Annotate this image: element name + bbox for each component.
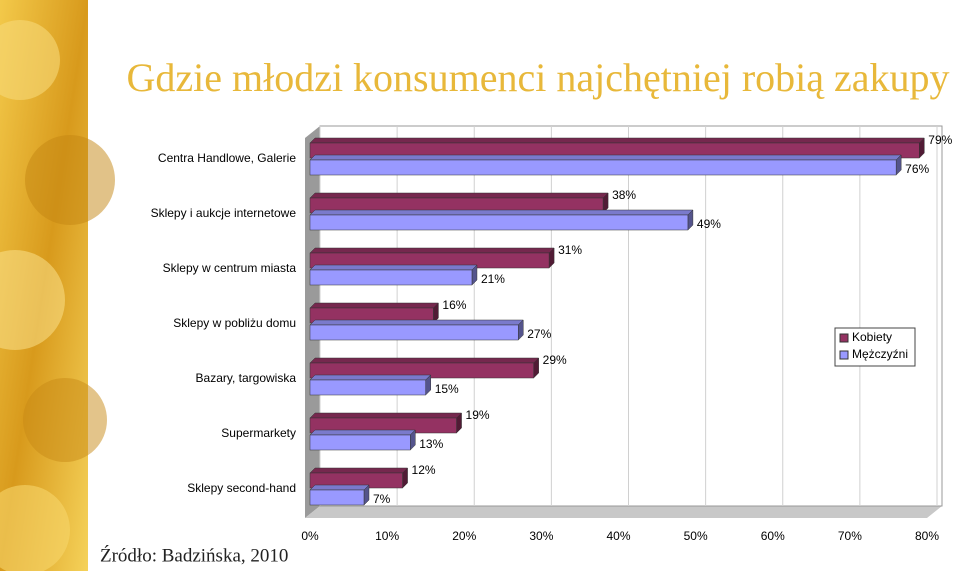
bar-top [309, 264, 478, 271]
decoration [0, 0, 115, 571]
x-tick-label: 80% [915, 529, 939, 543]
value-label: 76% [905, 162, 929, 176]
legend-swatch [839, 333, 849, 343]
source: Źródło: Badzińska, 2010 [100, 544, 288, 566]
value-label: 19% [466, 408, 490, 422]
value-label: 13% [419, 437, 443, 451]
bar-top [309, 247, 555, 254]
bar-top [309, 429, 416, 436]
category-label: Sklepy w pobliżu domu [173, 316, 296, 330]
bar [309, 269, 473, 286]
value-label: 7% [373, 492, 391, 506]
bar-top [309, 209, 694, 216]
x-tick-label: 50% [684, 529, 708, 543]
bar-top [309, 192, 609, 199]
legend-label: Mężczyźni [852, 347, 908, 361]
value-label: 31% [558, 243, 582, 257]
bar [309, 434, 411, 451]
bar-top [309, 412, 463, 419]
x-tick-label: 20% [452, 529, 476, 543]
value-label: 27% [527, 327, 551, 341]
bar-top [309, 319, 524, 326]
bar [309, 379, 426, 396]
legend-swatch [839, 350, 849, 360]
category-label: Centra Handlowe, Galerie [158, 151, 296, 165]
value-label: 12% [412, 463, 436, 477]
x-tick-label: 0% [301, 529, 319, 543]
bar [309, 489, 365, 506]
value-label: 79% [928, 133, 952, 147]
bar [309, 214, 689, 231]
category-label: Sklepy i aukcje internetowe [151, 206, 297, 220]
x-tick-label: 70% [838, 529, 862, 543]
x-tick-label: 30% [529, 529, 553, 543]
legend-label: Kobiety [852, 330, 892, 344]
bar-top [309, 302, 440, 309]
bar [309, 324, 519, 341]
slide-title: Gdzie młodzi konsumenci najchętniej robi… [126, 55, 949, 100]
value-label: 21% [481, 272, 505, 286]
bar-top [309, 484, 370, 491]
category-label: Bazary, targowiska [196, 371, 297, 385]
bar [309, 159, 897, 176]
value-label: 16% [442, 298, 466, 312]
x-tick-label: 60% [761, 529, 785, 543]
bar-top [309, 154, 902, 161]
category-label: Sklepy second-hand [187, 481, 296, 495]
value-label: 49% [697, 217, 721, 231]
bar-top [309, 137, 925, 144]
value-label: 29% [543, 353, 567, 367]
value-label: 38% [612, 188, 636, 202]
bar-top [309, 374, 432, 381]
bar-top [309, 357, 540, 364]
category-label: Supermarkety [221, 426, 296, 440]
bar-top [309, 467, 409, 474]
value-label: 15% [435, 382, 459, 396]
x-tick-label: 40% [606, 529, 630, 543]
category-label: Sklepy w centrum miasta [163, 261, 297, 275]
x-tick-label: 10% [375, 529, 399, 543]
